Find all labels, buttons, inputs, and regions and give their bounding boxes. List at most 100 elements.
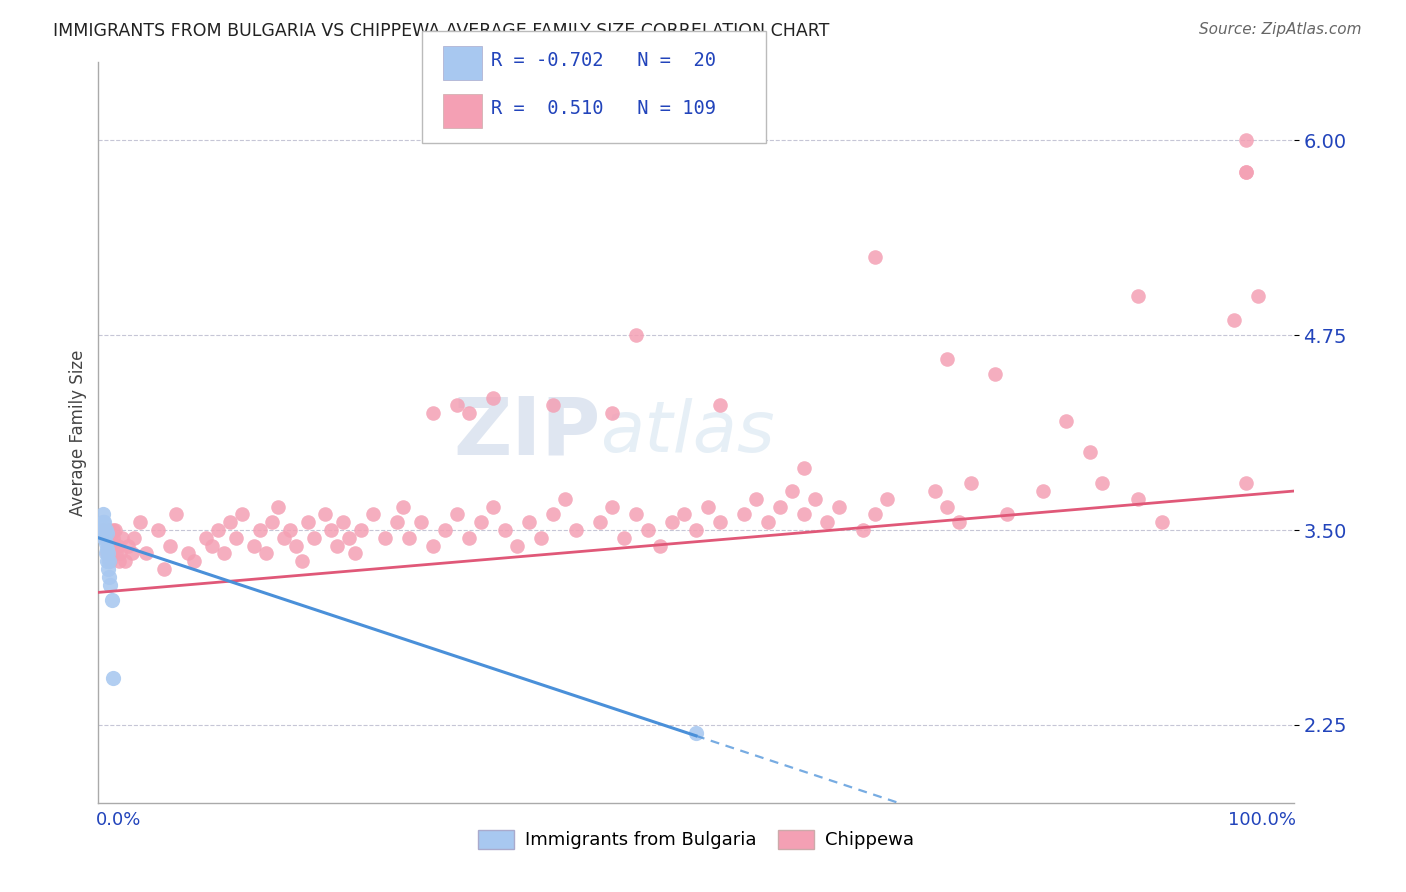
Text: R = -0.702   N =  20: R = -0.702 N = 20 [491, 51, 716, 70]
Point [446, 398, 468, 412]
Point [284, 539, 307, 553]
Point [183, 554, 205, 568]
Point [121, 546, 143, 560]
Point [219, 515, 242, 529]
Point [745, 491, 768, 506]
Point [613, 531, 636, 545]
Point [249, 523, 271, 537]
Point [195, 531, 218, 545]
Point [97, 562, 120, 576]
Point [165, 508, 187, 522]
Point [1128, 491, 1150, 506]
Point [733, 508, 755, 522]
Point [339, 531, 361, 545]
Point [768, 500, 790, 514]
Point [458, 406, 481, 420]
Point [91, 523, 114, 537]
Point [446, 508, 468, 522]
Point [278, 523, 301, 537]
Text: 100.0%: 100.0% [1227, 811, 1296, 829]
Point [924, 484, 946, 499]
Point [201, 539, 224, 553]
Point [100, 546, 122, 560]
Point [1234, 133, 1257, 147]
Point [96, 554, 118, 568]
Point [97, 546, 120, 560]
Point [94, 531, 117, 545]
Point [589, 515, 612, 529]
Point [124, 531, 146, 545]
Point [104, 523, 127, 537]
Point [481, 391, 505, 405]
Point [260, 515, 283, 529]
Point [101, 671, 124, 685]
Point [114, 554, 136, 568]
Point [565, 523, 588, 537]
Point [709, 515, 731, 529]
Point [94, 546, 117, 560]
Point [865, 250, 887, 264]
Point [815, 515, 838, 529]
Point [1091, 476, 1114, 491]
Point [98, 531, 122, 545]
Point [793, 460, 815, 475]
Point [107, 554, 129, 568]
Point [91, 508, 114, 522]
Point [685, 725, 707, 739]
Point [105, 546, 128, 560]
Point [96, 546, 118, 560]
Point [100, 593, 122, 607]
Point [1056, 414, 1078, 428]
Point [97, 539, 120, 553]
Point [93, 515, 115, 529]
Point [541, 508, 564, 522]
Point [315, 508, 337, 522]
Point [434, 523, 457, 537]
Point [876, 491, 898, 506]
Point [411, 515, 433, 529]
Point [363, 508, 385, 522]
Point [458, 531, 481, 545]
Point [602, 500, 624, 514]
Point [374, 531, 396, 545]
Point [637, 523, 659, 537]
Text: 0.0%: 0.0% [96, 811, 142, 829]
Y-axis label: Average Family Size: Average Family Size [69, 350, 87, 516]
Point [273, 531, 295, 545]
Point [207, 523, 229, 537]
Point [936, 351, 959, 366]
Point [470, 515, 492, 529]
Point [852, 523, 875, 537]
Point [793, 508, 815, 522]
Point [756, 515, 779, 529]
Point [1128, 289, 1150, 303]
Point [422, 539, 444, 553]
Point [159, 539, 181, 553]
Point [685, 523, 707, 537]
Point [398, 531, 420, 545]
Point [96, 541, 118, 556]
Point [98, 577, 122, 591]
Point [865, 508, 887, 522]
Point [107, 539, 129, 553]
Point [626, 328, 648, 343]
Point [554, 491, 576, 506]
Point [91, 515, 114, 529]
Point [225, 531, 247, 545]
Point [995, 508, 1018, 522]
Point [1247, 289, 1270, 303]
Point [103, 539, 125, 553]
Point [948, 515, 970, 529]
Point [517, 515, 540, 529]
Point [1152, 515, 1174, 529]
Point [422, 406, 444, 420]
Point [148, 523, 170, 537]
Text: IMMIGRANTS FROM BULGARIA VS CHIPPEWA AVERAGE FAMILY SIZE CORRELATION CHART: IMMIGRANTS FROM BULGARIA VS CHIPPEWA AVE… [53, 22, 830, 40]
Point [96, 526, 118, 541]
Point [212, 546, 235, 560]
Point [302, 531, 325, 545]
Point [673, 508, 696, 522]
Point [267, 500, 290, 514]
Point [243, 539, 266, 553]
Point [291, 554, 314, 568]
